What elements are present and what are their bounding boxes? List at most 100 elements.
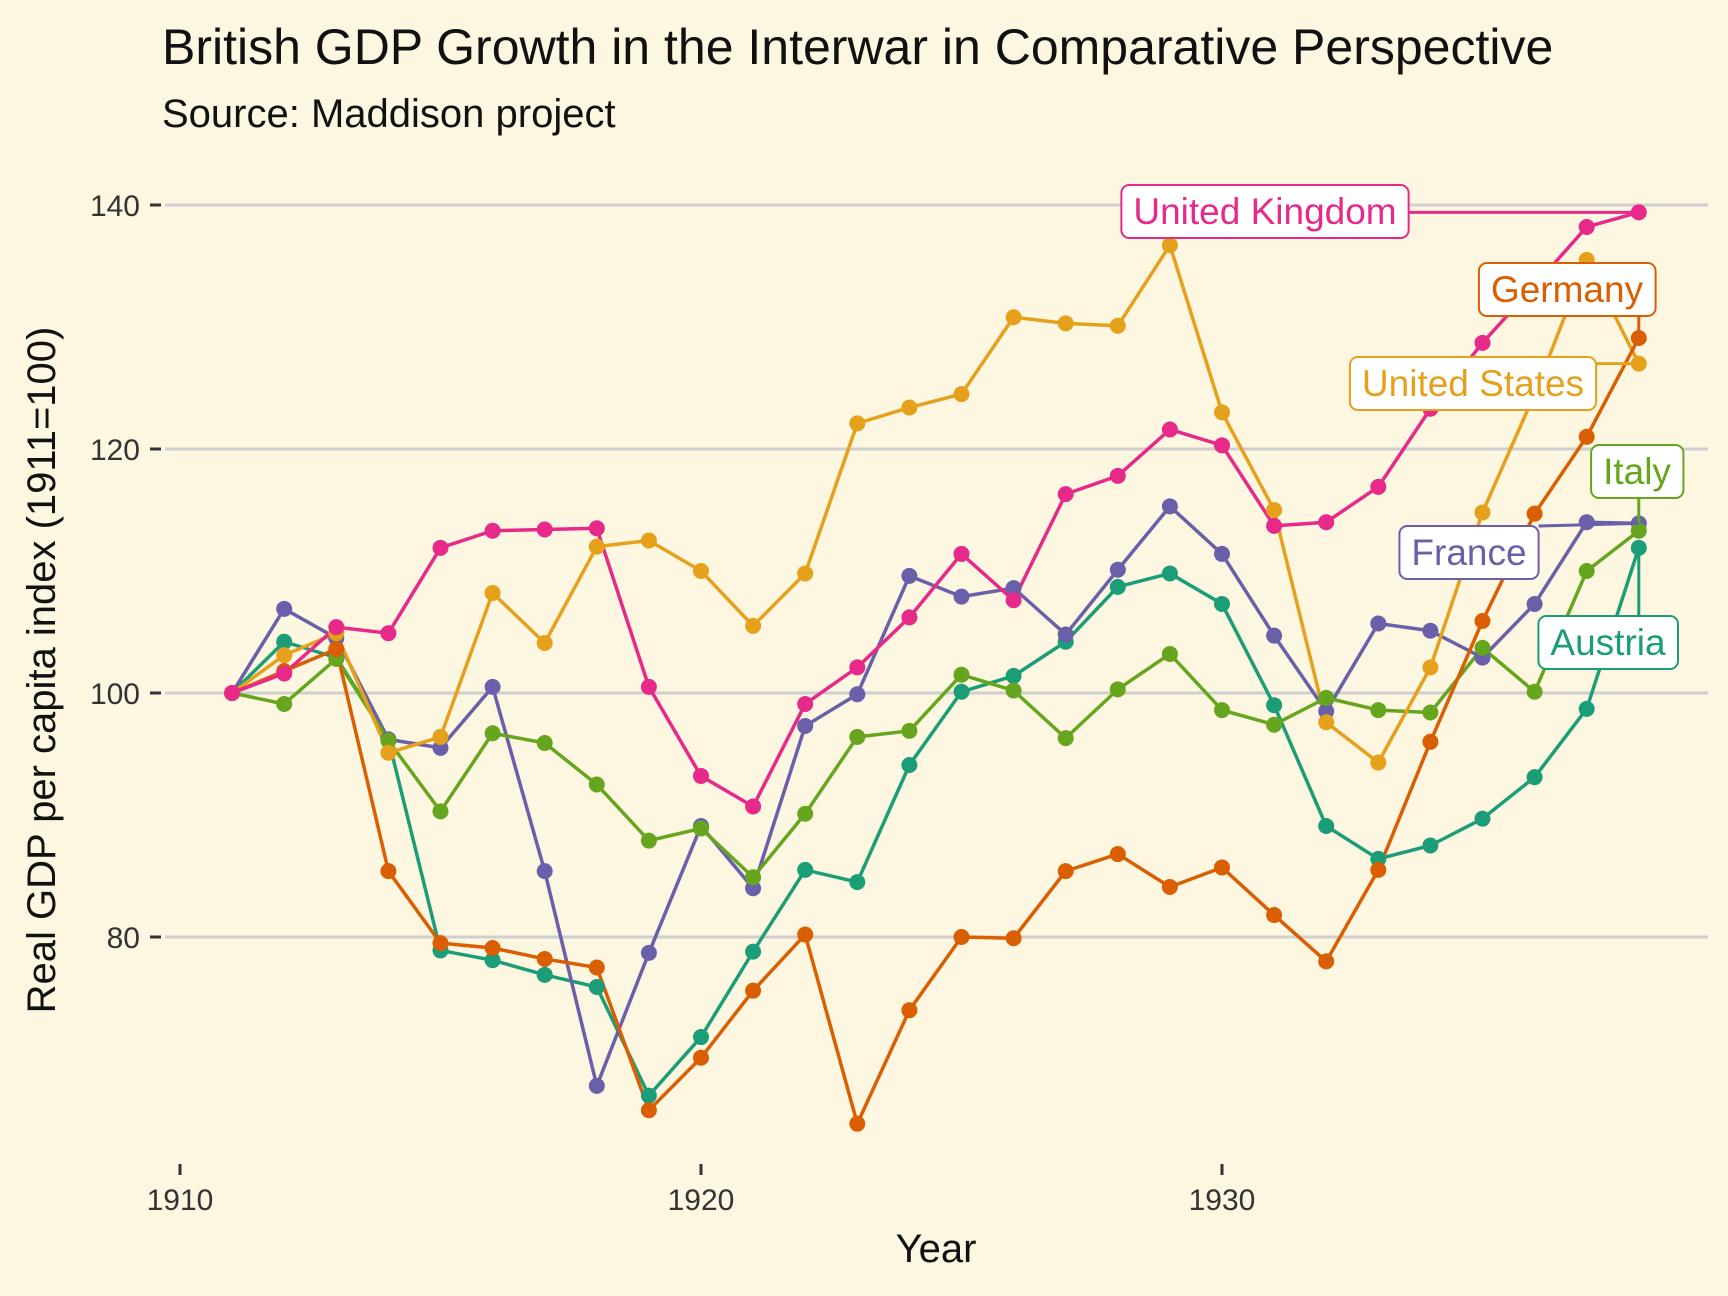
point-france-1931 [1266, 627, 1283, 644]
point-france-1936 [1526, 595, 1543, 612]
point-united-kingdom-1931 [1266, 517, 1283, 534]
point-united-states-1915 [432, 728, 449, 745]
point-united-kingdom-1933 [1370, 478, 1387, 495]
point-austria-1926 [1005, 667, 1022, 684]
label-box-italy [1590, 444, 1685, 499]
point-united-states-1917 [536, 634, 553, 651]
point-united-kingdom-1932 [1318, 514, 1335, 531]
point-italy-1927 [1057, 730, 1074, 747]
point-france-1928 [1109, 561, 1126, 578]
point-austria-1924 [901, 756, 918, 773]
point-united-states-1925 [953, 386, 970, 403]
label-box-united-kingdom [1120, 184, 1410, 239]
point-france-1922 [797, 717, 814, 734]
label-text-italy: Italy [1603, 451, 1671, 492]
point-france-1929 [1161, 498, 1178, 515]
point-france-1934 [1422, 622, 1439, 639]
point-france-1915 [432, 739, 449, 756]
point-france-1917 [536, 863, 553, 880]
label-france: France [1398, 521, 1639, 580]
label-text-united-kingdom: United Kingdom [1133, 191, 1396, 232]
point-france-1919 [640, 944, 657, 961]
y-tick-label-120: 120 [90, 434, 140, 467]
point-germany-1917 [536, 950, 553, 967]
label-box-united-states [1348, 356, 1598, 411]
point-italy-1937 [1578, 563, 1595, 579]
x-tick-label-1910: 1910 [147, 1184, 214, 1217]
point-italy-1936 [1526, 683, 1543, 700]
point-austria-1920 [693, 1029, 709, 1046]
point-germany-1925 [953, 929, 970, 945]
point-united-states-1920 [693, 563, 709, 579]
label-text-united-states: United States [1362, 363, 1584, 404]
point-united-states-1931 [1266, 502, 1283, 518]
point-italy-1931 [1266, 716, 1283, 733]
point-germany-1931 [1266, 907, 1283, 924]
point-austria-1916 [484, 952, 501, 969]
chart-title: British GDP Growth in the Interwar in Co… [162, 19, 1554, 75]
point-united-kingdom-1937 [1578, 218, 1595, 235]
point-united-states-1912 [276, 647, 293, 664]
point-united-kingdom-1929 [1161, 421, 1178, 438]
point-germany-1935 [1474, 613, 1491, 630]
point-italy-1919 [640, 832, 657, 849]
point-united-states-1926 [1005, 309, 1022, 326]
point-germany-1936 [1526, 505, 1543, 522]
axes: 80 100 120 140 1910 1920 1930 [90, 190, 1255, 1217]
point-austria-1918 [588, 979, 605, 996]
point-germany-1918 [588, 959, 605, 976]
point-united-kingdom-1925 [953, 545, 970, 562]
point-germany-1922 [797, 926, 814, 943]
point-united-states-1934 [1422, 659, 1439, 676]
point-united-states-1932 [1318, 714, 1335, 731]
x-tick-label-1930: 1930 [1189, 1184, 1256, 1217]
point-united-kingdom-1928 [1109, 467, 1126, 484]
point-united-states-1930 [1214, 404, 1230, 421]
point-united-kingdom-1927 [1057, 486, 1074, 503]
line-germany [231, 337, 1641, 1126]
point-united-states-1921 [745, 617, 762, 634]
point-united-kingdom-1922 [797, 695, 814, 712]
point-united-states-1923 [849, 415, 866, 432]
point-italy-1932 [1318, 689, 1335, 706]
label-text-france: France [1411, 532, 1526, 573]
point-italy-1928 [1109, 681, 1126, 698]
point-italy-1935 [1474, 639, 1491, 656]
point-germany-1926 [1005, 930, 1022, 947]
point-austria-1936 [1526, 769, 1543, 786]
point-united-kingdom-1920 [693, 767, 709, 784]
point-austria-1925 [953, 683, 970, 700]
point-italy-1924 [901, 722, 918, 739]
point-italy-1917 [536, 735, 553, 752]
point-austria-1935 [1474, 810, 1491, 827]
point-united-states-1914 [380, 744, 397, 761]
label-united-kingdom: United Kingdom [1120, 184, 1639, 239]
y-tick-label-80: 80 [107, 922, 140, 955]
point-germany-1928 [1109, 846, 1126, 863]
point-italy-1933 [1370, 702, 1387, 719]
point-germany-1930 [1214, 859, 1230, 876]
point-italy-1920 [693, 820, 709, 837]
point-austria-1934 [1422, 837, 1439, 854]
label-connector-france [1538, 521, 1639, 528]
point-united-kingdom-1913 [328, 619, 345, 636]
point-germany-1932 [1318, 953, 1335, 970]
label-austria: Austria [1537, 547, 1679, 670]
point-italy-1918 [588, 776, 605, 793]
point-italy-1915 [432, 803, 449, 820]
point-france-1926 [1005, 580, 1022, 597]
label-germany: Germany [1477, 262, 1657, 338]
series-labels: United Kingdom Germany United States Italy F… [1120, 184, 1685, 670]
point-italy-1914 [380, 732, 397, 749]
point-united-kingdom-1911 [224, 685, 241, 701]
point-united-states-1916 [484, 584, 501, 601]
line-austria [230, 547, 1641, 1098]
point-germany-1927 [1057, 863, 1074, 880]
point-france-1924 [901, 567, 918, 584]
point-united-kingdom-1916 [484, 522, 501, 539]
point-italy-1923 [849, 728, 866, 745]
point-germany-1924 [901, 1002, 918, 1019]
point-italy-1916 [484, 725, 501, 742]
x-tick-label-1920: 1920 [668, 1184, 735, 1217]
